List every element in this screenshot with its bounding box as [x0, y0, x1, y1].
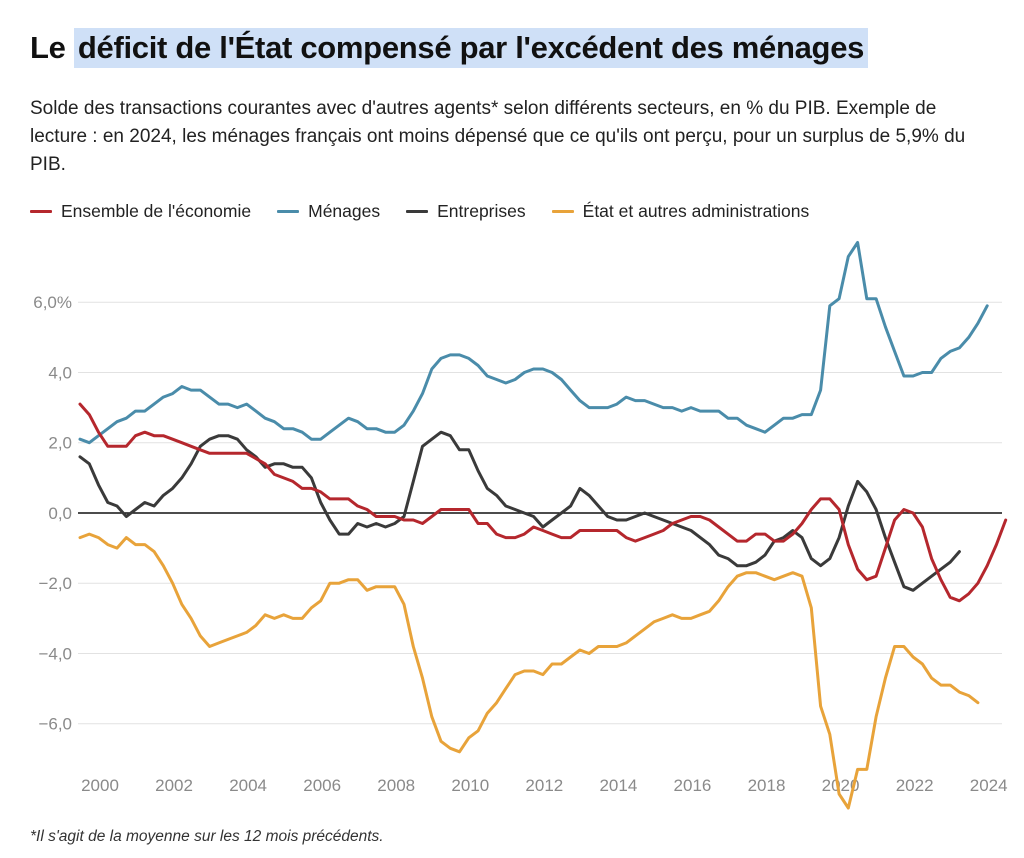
chart-subtitle: Solde des transactions courantes avec d'… — [30, 98, 966, 175]
x-tick-label: 2010 — [451, 776, 489, 795]
y-tick-label: −6,0 — [38, 715, 72, 734]
legend-swatch — [277, 210, 300, 213]
legend-item: État et autres administrations — [551, 201, 810, 222]
line-chart: 6,0% 4,0 2,0 0,0 −2,0 −4,0 −6,0 2000 2002 2004 200… — [33, 241, 1008, 810]
legend: Ensemble de l'économie Ménages Entreprises… — [30, 201, 809, 222]
series-line — [78, 241, 989, 445]
y-tick-label: −2,0 — [38, 574, 72, 593]
y-tick-label: −4,0 — [38, 644, 72, 663]
legend-label: Ensemble de l'économie — [61, 201, 252, 221]
title-highlight: déficit de l'État compensé par l'excéden… — [73, 28, 869, 68]
legend-swatch — [551, 210, 574, 213]
series-line — [78, 402, 1008, 603]
y-tick-label: 4,0 — [48, 363, 72, 382]
x-tick-label: 2016 — [674, 776, 712, 795]
series-line — [78, 430, 961, 592]
legend-swatch — [30, 210, 52, 213]
x-tick-label: 2024 — [970, 776, 1008, 795]
x-tick-label: 2000 — [81, 776, 119, 795]
x-tick-label: 2012 — [525, 776, 563, 795]
y-tick-label: 6,0% — [33, 293, 72, 312]
footnote: *Il s'agit de la moyenne sur les 12 mois… — [30, 828, 384, 845]
series-line — [78, 532, 980, 810]
legend-item: Ménages — [277, 201, 380, 222]
legend-label: Entreprises — [437, 201, 526, 221]
chart-title: Le déficit de l'État compensé par l'excé… — [30, 28, 869, 68]
x-tick-label: 2006 — [303, 776, 341, 795]
x-tick-label: 2018 — [748, 776, 786, 795]
x-tick-label: 2002 — [155, 776, 193, 795]
legend-label: État et autres administrations — [582, 201, 810, 221]
legend-label: Ménages — [308, 201, 381, 221]
title-prefix: Le — [30, 30, 74, 65]
legend-item: Ensemble de l'économie — [30, 201, 251, 222]
x-tick-label: 2022 — [896, 776, 934, 795]
x-tick-label: 2020 — [822, 776, 860, 795]
y-tick-label: 2,0 — [48, 434, 72, 453]
legend-swatch — [406, 210, 429, 213]
x-tick-label: 2014 — [599, 776, 637, 795]
x-tick-label: 2008 — [377, 776, 415, 795]
x-tick-label: 2004 — [229, 776, 267, 795]
legend-item: Entreprises — [406, 201, 526, 222]
y-tick-label: 0,0 — [48, 504, 72, 523]
